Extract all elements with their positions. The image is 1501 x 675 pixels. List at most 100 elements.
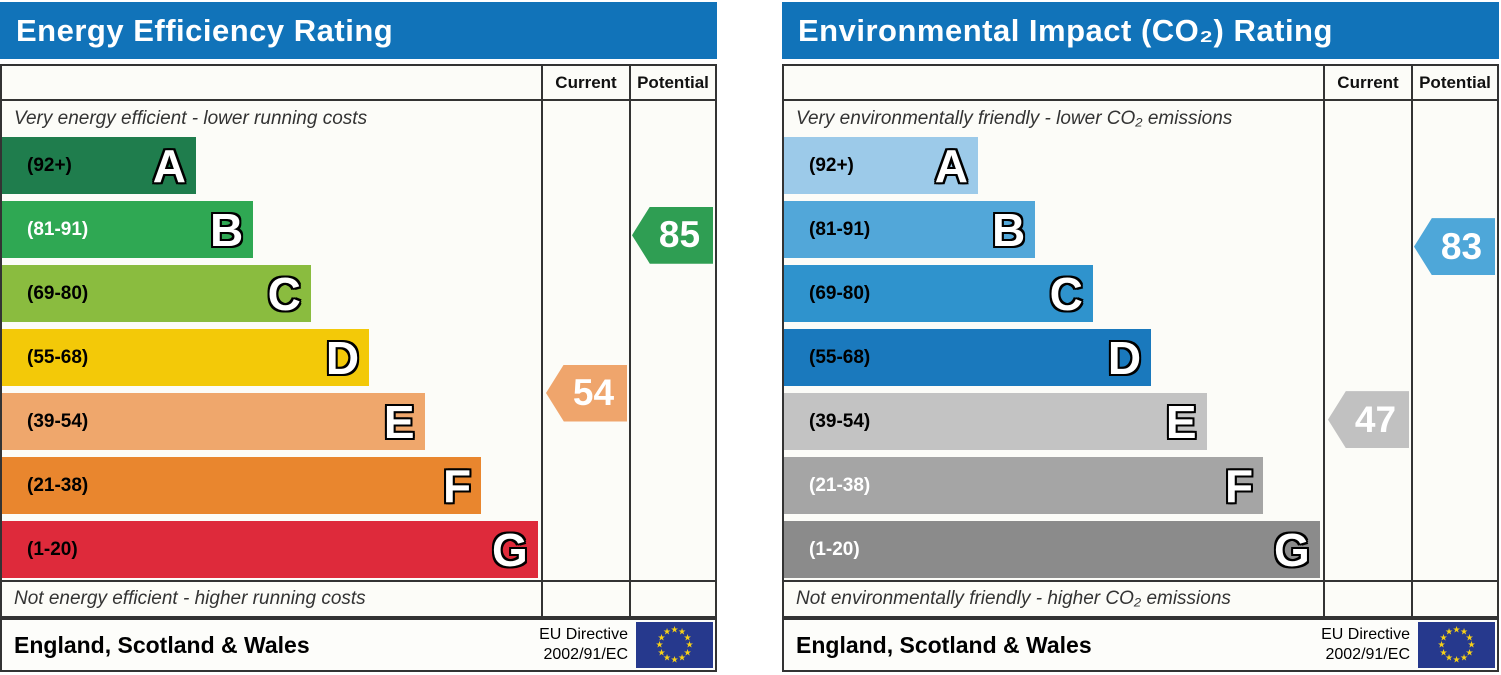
eu-flag-star: ★ — [657, 647, 666, 657]
current-column-header: Current — [1323, 66, 1411, 99]
region-label: England, Scotland & Wales — [796, 631, 1092, 658]
eu-directive-label: EU Directive 2002/91/EC — [1321, 625, 1410, 665]
bottom-caption-row: Not environmentally friendly - higher CO… — [784, 580, 1497, 616]
header-spacer — [784, 66, 1323, 99]
eu-flag-star: ★ — [1459, 652, 1469, 663]
chart-footer: England, Scotland & Wales EU Directive 2… — [0, 618, 717, 672]
chart-title: Environmental Impact (CO₂) Rating — [798, 12, 1333, 48]
band-range-label: (21-38) — [27, 474, 89, 496]
eu-flag-star: ★ — [657, 632, 666, 642]
band-grade-letter: G — [1273, 523, 1310, 576]
potential-rating-arrow: 85 — [632, 206, 713, 264]
rating-table: Current Potential Very environmentally f… — [782, 64, 1499, 618]
bands-cell: Very energy efficient - lower running co… — [2, 101, 541, 580]
band-B: (81-91) B — [2, 201, 254, 258]
band-range-label: (55-68) — [809, 346, 871, 368]
eu-directive-line1: EU Directive — [1321, 626, 1410, 643]
band-grade-letter: D — [325, 331, 360, 384]
eu-flag-star: ★ — [1439, 647, 1448, 657]
eu-directive-line2: 2002/91/EC — [543, 646, 628, 663]
energy-efficiency-chart: Energy Efficiency Rating Current Potenti… — [0, 2, 717, 675]
band-B: (81-91) B — [784, 201, 1036, 258]
band-grade-letter: F — [1225, 459, 1254, 512]
band-E: (39-54) E — [2, 393, 425, 450]
band-range-label: (21-38) — [809, 474, 871, 496]
eu-flag-star: ★ — [1444, 652, 1454, 663]
potential-value-column: 85 — [629, 101, 715, 580]
table-body-row: Very energy efficient - lower running co… — [2, 101, 715, 580]
band-A: (92+) A — [784, 137, 979, 194]
band-grade-letter: E — [383, 395, 415, 448]
band-A: (92+) A — [2, 137, 197, 194]
band-grade-letter: B — [991, 203, 1026, 256]
eu-flag-star: ★ — [662, 652, 672, 663]
potential-rating-arrow: 83 — [1414, 218, 1495, 276]
eu-flag-star: ★ — [670, 654, 679, 665]
band-range-label: (81-91) — [27, 218, 89, 240]
current-rating-arrow: 54 — [546, 364, 627, 422]
eu-flag-star: ★ — [1467, 639, 1476, 650]
potential-column-header: Potential — [1411, 66, 1497, 99]
band-F: (21-38) F — [2, 457, 482, 514]
environmental-impact-chart: Environmental Impact (CO₂) Rating Curren… — [782, 2, 1499, 675]
eu-flag-icon: ★ ★ ★ ★ ★ ★ ★ ★ ★ ★ ★ ★ — [1418, 622, 1495, 668]
band-grade-letter: A — [152, 139, 187, 192]
eu-flag-star: ★ — [662, 626, 672, 637]
table-body-row: Very environmentally friendly - lower CO… — [784, 101, 1497, 580]
band-C: (69-80) C — [2, 265, 311, 322]
band-grade-letter: C — [267, 267, 301, 320]
region-label: England, Scotland & Wales — [14, 631, 310, 658]
chart-title-bar: Environmental Impact (CO₂) Rating — [782, 2, 1499, 59]
top-caption: Very environmentally friendly - lower CO… — [796, 108, 1233, 129]
table-header-row: Current Potential — [2, 66, 715, 101]
eu-flag-star: ★ — [670, 624, 679, 635]
rating-bands: (92+) A (81-91) B (69-80) C (55-68) D (39-54) E (2… — [2, 137, 541, 578]
band-C: (69-80) C — [784, 265, 1093, 322]
band-grade-letter: G — [491, 523, 528, 576]
band-grade-letter: F — [443, 459, 472, 512]
table-header-row: Current Potential — [784, 66, 1497, 101]
bottom-caption-row: Not energy efficient - higher running co… — [2, 580, 715, 616]
band-grade-letter: E — [1165, 395, 1197, 448]
rating-table: Current Potential Very energy efficient … — [0, 64, 717, 618]
eu-directive-line1: EU Directive — [539, 626, 628, 643]
eu-flag-star: ★ — [685, 639, 694, 650]
eu-flag-star: ★ — [677, 626, 687, 637]
eu-flag-star: ★ — [1465, 632, 1474, 642]
current-value-column: 54 — [541, 101, 629, 580]
potential-column-header: Potential — [629, 66, 715, 99]
band-grade-letter: C — [1049, 267, 1083, 320]
eu-flag-star: ★ — [1452, 624, 1461, 635]
potential-column-footer-cell — [629, 582, 715, 616]
band-F: (21-38) F — [784, 457, 1264, 514]
band-G: (1-20) G — [2, 521, 538, 578]
current-column-footer-cell — [1323, 582, 1411, 616]
eu-flag-icon: ★ ★ ★ ★ ★ ★ ★ ★ ★ ★ ★ ★ — [636, 622, 713, 668]
band-range-label: (69-80) — [27, 282, 89, 304]
eu-directive-line2: 2002/91/EC — [1325, 646, 1410, 663]
band-range-label: (92+) — [27, 154, 72, 176]
potential-column-footer-cell — [1411, 582, 1497, 616]
band-range-label: (39-54) — [27, 410, 89, 432]
band-range-label: (55-68) — [27, 346, 89, 368]
eu-flag-star: ★ — [683, 632, 692, 642]
band-G: (1-20) G — [784, 521, 1320, 578]
band-grade-letter: A — [934, 139, 969, 192]
eu-flag-star: ★ — [655, 639, 664, 650]
current-column-footer-cell — [541, 582, 629, 616]
current-rating-arrow: 47 — [1328, 391, 1409, 449]
eu-flag-star: ★ — [1465, 647, 1474, 657]
bottom-caption: Not energy efficient - higher running co… — [14, 588, 366, 609]
band-grade-letter: B — [209, 203, 244, 256]
chart-title: Energy Efficiency Rating — [16, 12, 394, 48]
band-range-label: (1-20) — [27, 538, 78, 560]
top-caption: Very energy efficient - lower running co… — [14, 108, 368, 129]
current-column-header: Current — [541, 66, 629, 99]
eu-flag-star: ★ — [677, 652, 687, 663]
eu-flag-star: ★ — [1439, 632, 1448, 642]
band-range-label: (39-54) — [809, 410, 871, 432]
bottom-caption: Not environmentally friendly - higher CO… — [796, 588, 1231, 609]
band-range-label: (81-91) — [809, 218, 871, 240]
current-value-column: 47 — [1323, 101, 1411, 580]
